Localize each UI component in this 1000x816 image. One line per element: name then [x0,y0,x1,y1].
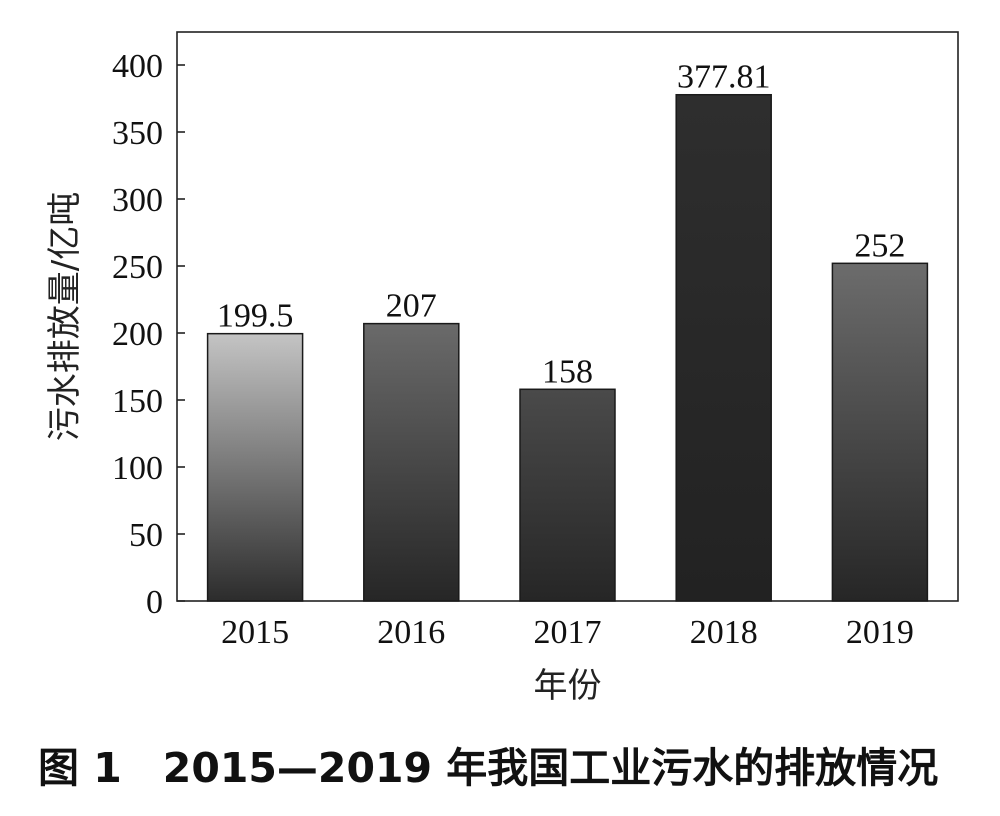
data-label: 207 [386,288,437,325]
y-tick-label: 250 [112,249,163,286]
x-tick-label: 2015 [221,614,289,651]
axes: 0 50 100 150 200 250 300 350 400 [112,31,959,621]
bar-chart: 0 50 100 150 200 250 300 350 400 199.5 2015 207 201… [45,31,959,706]
bar-2015 [206,332,304,602]
data-label: 252 [854,227,905,264]
data-label: 199.5 [217,298,294,335]
y-tick-label: 350 [112,115,163,152]
x-axis-title: 年份 [534,666,602,706]
bar-2017 [519,388,616,602]
y-tick-label: 100 [112,450,163,487]
y-tick-label: 0 [146,584,163,621]
figure-caption: 图 1 2015—2019 年我国工业污水的排放情况 [38,744,939,792]
x-tick-label: 2019 [846,614,914,651]
y-axis-title: 污水排放量/亿吨 [45,192,85,441]
y-tick-label: 200 [112,316,163,353]
x-tick-label: 2018 [690,614,758,651]
bar-2016 [363,322,460,602]
x-tick-label: 2017 [534,614,602,651]
bar-2019 [831,262,929,602]
labels: 199.5 2015 207 2016 158 2017 377.81 2018 252 2019 [217,59,914,651]
y-tick-label: 50 [129,517,163,554]
y-tick-label: 300 [112,182,163,219]
bar-2018 [675,93,772,602]
x-tick-label: 2016 [377,614,445,651]
data-label: 377.81 [677,59,771,96]
y-tick-label: 150 [112,383,163,420]
y-tick-label: 400 [112,48,163,85]
data-label: 158 [542,353,593,390]
bars [206,93,929,602]
